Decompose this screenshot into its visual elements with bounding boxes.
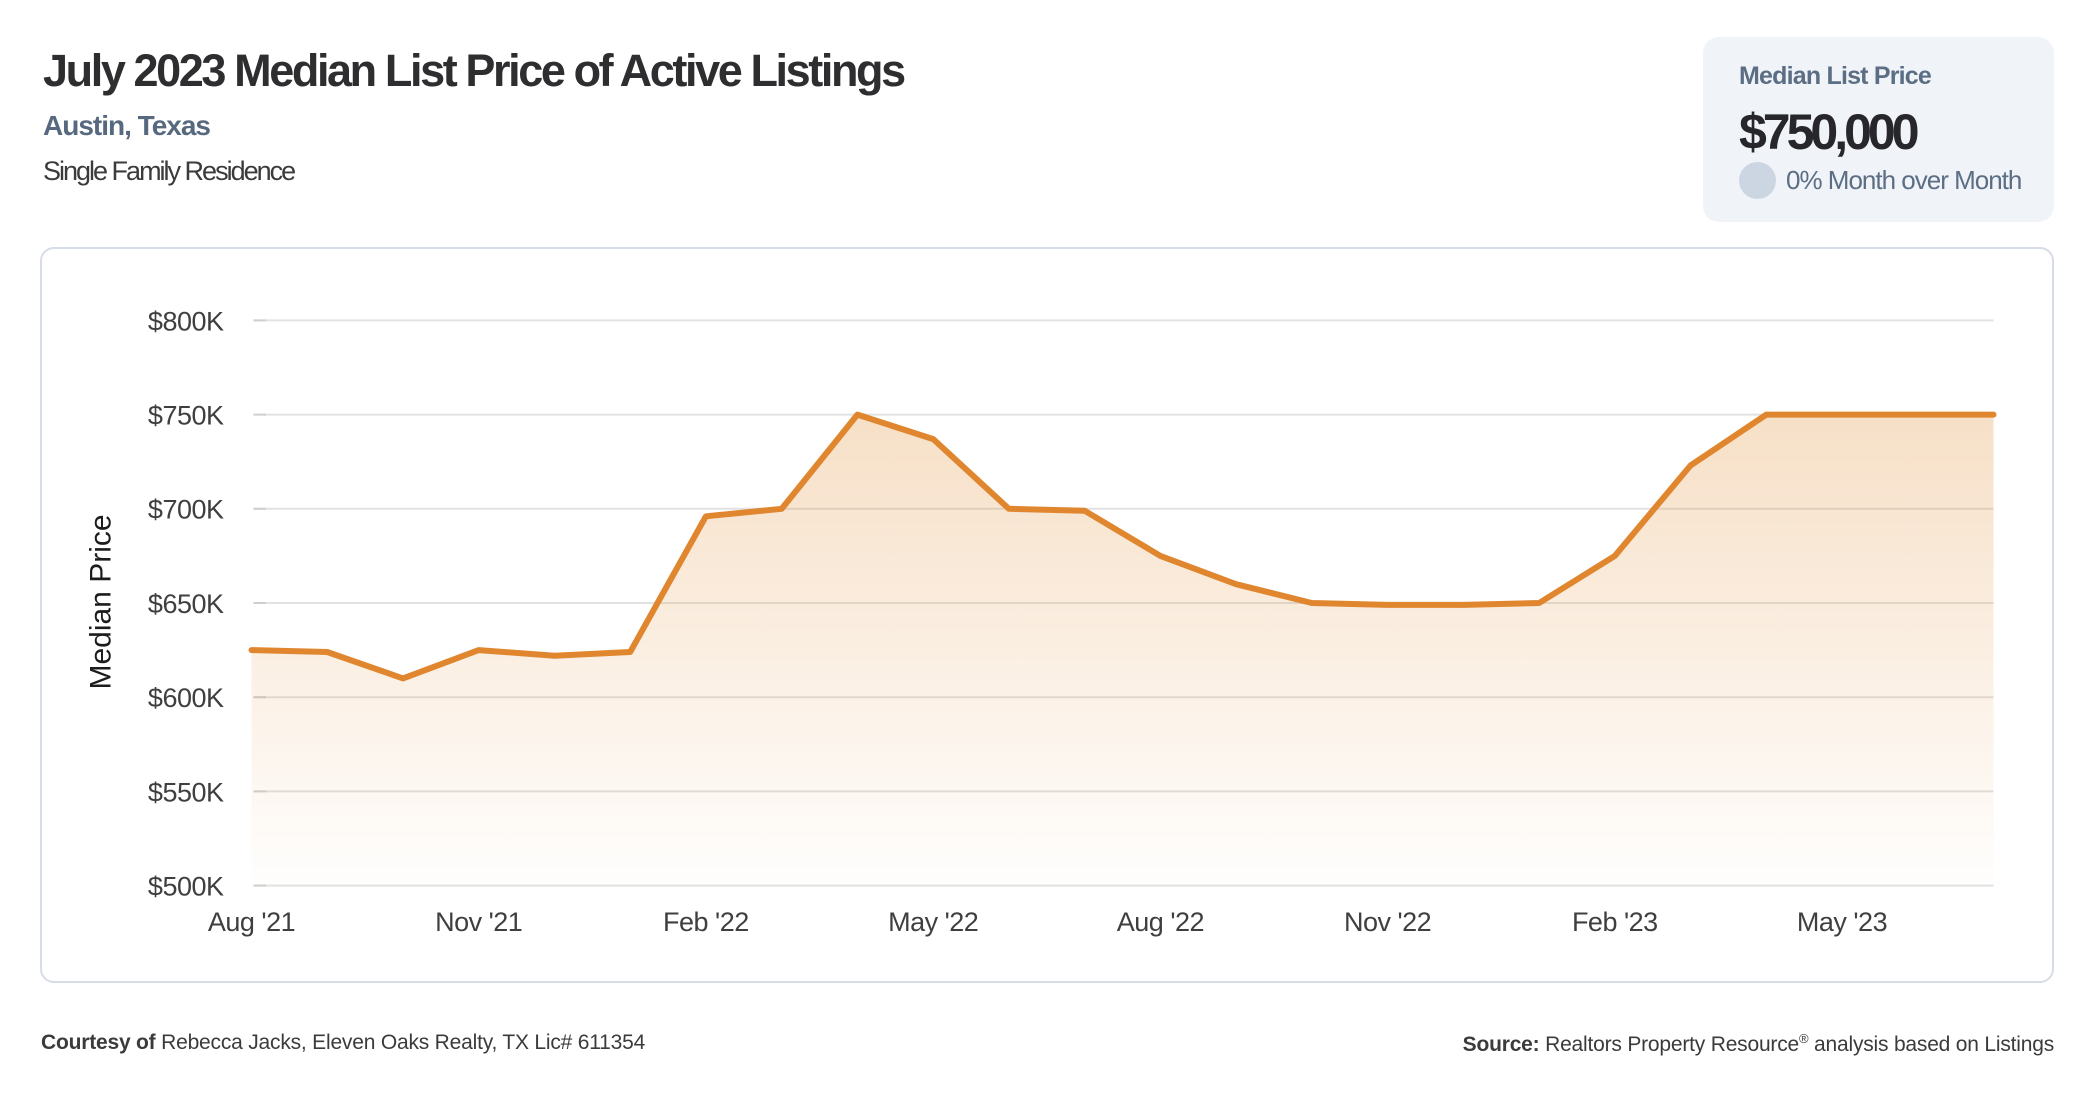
svg-text:Aug '22: Aug '22 — [1117, 907, 1204, 937]
svg-text:Nov '22: Nov '22 — [1344, 907, 1431, 937]
svg-text:$800K: $800K — [148, 306, 224, 336]
svg-text:May '22: May '22 — [888, 907, 978, 937]
svg-text:$700K: $700K — [148, 495, 224, 525]
svg-text:Nov '21: Nov '21 — [435, 907, 522, 937]
svg-text:$500K: $500K — [148, 872, 224, 902]
svg-text:Aug '21: Aug '21 — [208, 907, 295, 937]
svg-text:Median Price: Median Price — [85, 514, 118, 689]
svg-text:$550K: $550K — [148, 777, 224, 807]
svg-text:$750K: $750K — [148, 401, 224, 431]
svg-text:May '23: May '23 — [1797, 907, 1887, 937]
svg-text:$600K: $600K — [148, 683, 224, 713]
svg-text:Feb '22: Feb '22 — [663, 907, 749, 937]
svg-text:Feb '23: Feb '23 — [1572, 907, 1658, 937]
svg-text:$650K: $650K — [148, 589, 224, 619]
